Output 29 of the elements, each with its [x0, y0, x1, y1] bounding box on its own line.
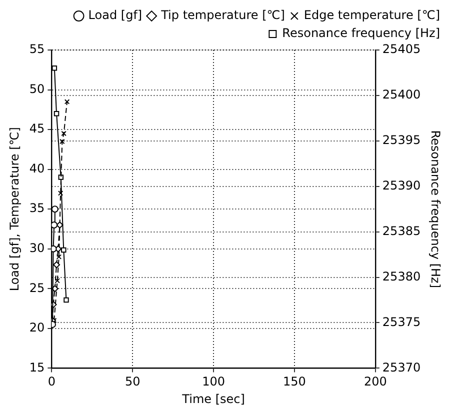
legend-label: Load [gf]: [88, 8, 142, 22]
y2-tick-label: 25395: [382, 133, 421, 148]
y-tick-label: 20: [29, 320, 45, 335]
y2-axis-title: Resonance frequency [Hz]: [428, 130, 443, 288]
y2-tick-label: 25370: [382, 360, 421, 374]
y2-tick-label: 25385: [382, 224, 421, 238]
y-tick-label: 15: [29, 360, 45, 374]
y2-tick-label: 25390: [382, 178, 421, 192]
x-tick-label: 50: [124, 374, 140, 389]
y-tick-label: 35: [29, 201, 45, 216]
y-axis-title: Load [gf], Temperature [℃]: [7, 127, 22, 292]
y2-tick-label: 25400: [382, 88, 421, 102]
y-tick-label: 25: [29, 280, 45, 295]
y2-tick-label: 25380: [382, 269, 421, 284]
y2-tick-label: 25405: [382, 42, 421, 56]
y-tick-label: 45: [29, 122, 45, 136]
y-tick-label: 30: [29, 241, 45, 255]
x-tick-label: 100: [202, 374, 225, 389]
x-tick-label: 150: [283, 374, 306, 389]
y2-tick-label: 25375: [382, 314, 421, 329]
y-tick-label: 55: [29, 42, 45, 56]
x-tick-label: 0: [48, 374, 56, 389]
x-tick-label: 200: [364, 374, 387, 389]
legend-label: Edge temperature [℃]: [304, 8, 440, 22]
legend-label: Resonance frequency [Hz]: [282, 26, 440, 40]
y-tick-label: 50: [29, 82, 45, 96]
x-axis-title: Time [sec]: [181, 392, 245, 406]
y-tick-label: 40: [29, 161, 45, 176]
legend-label: Tip temperature [℃]: [160, 8, 285, 22]
